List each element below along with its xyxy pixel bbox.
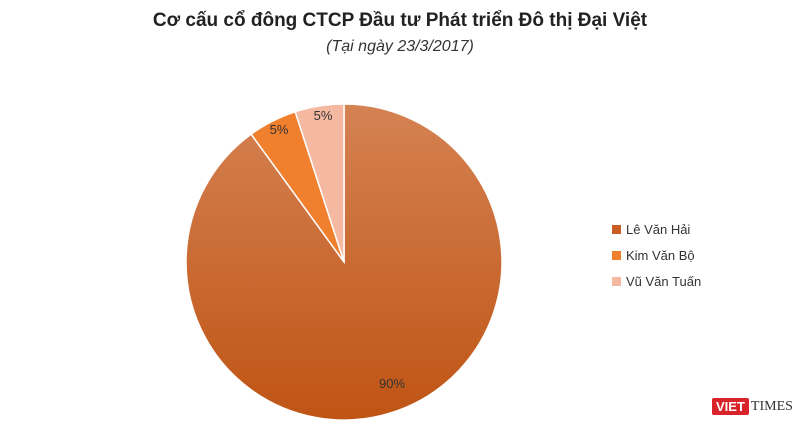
legend-swatch	[612, 250, 621, 260]
chart-title: Cơ cấu cổ đông CTCP Đầu tư Phát triển Đô…	[152, 10, 648, 31]
legend-label: Kim Văn Bộ	[626, 247, 695, 263]
viettimes-logo: VIET TIMES	[712, 398, 793, 415]
logo-times: TIMES	[750, 398, 793, 414]
legend: Lê Văn Hải Kim Văn Bộ Vũ Văn Tuấn	[612, 216, 701, 294]
data-label: 5%	[270, 122, 289, 137]
legend-swatch	[612, 276, 621, 286]
chart-subtitle: (Tại ngày 23/3/2017)	[326, 38, 474, 55]
legend-label: Vũ Văn Tuấn	[626, 273, 702, 289]
data-label: 90%	[379, 376, 405, 391]
legend-label: Lê Văn Hải	[626, 221, 691, 237]
logo-viet: VIET	[712, 398, 749, 415]
legend-item: Lê Văn Hải	[612, 216, 701, 242]
legend-item: Vũ Văn Tuấn	[612, 268, 701, 294]
data-label: 5%	[314, 108, 333, 123]
pie-slice-3	[294, 103, 345, 263]
legend-item: Kim Văn Bộ	[612, 242, 701, 268]
legend-swatch	[612, 224, 621, 234]
